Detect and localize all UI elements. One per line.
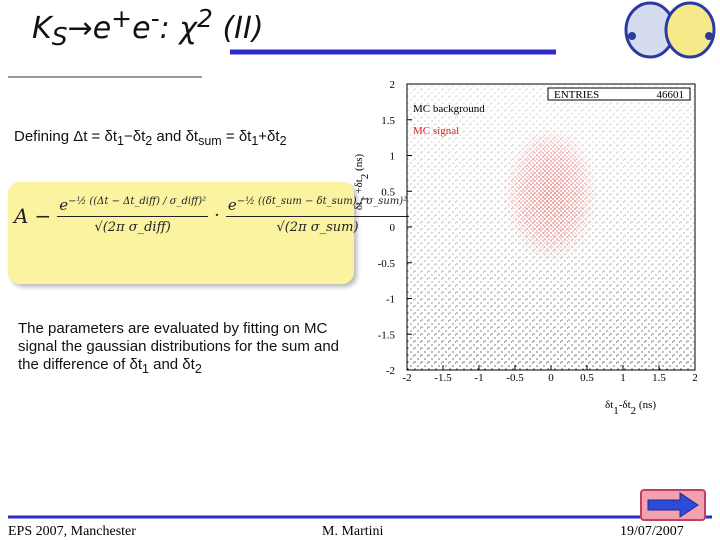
text-segment: (II): [212, 11, 264, 46]
text-segment: 2: [194, 362, 202, 376]
text-segment: sum: [198, 134, 222, 148]
text-segment: and δt: [148, 356, 195, 373]
text-segment: →e: [67, 11, 112, 46]
formula-denominator: √(2π σ_diff): [94, 220, 171, 235]
text-segment: = δt: [221, 128, 252, 145]
legend-entry: MC signal: [413, 125, 459, 137]
text-segment: and δt: [152, 128, 199, 145]
label-segment: δt: [353, 202, 365, 210]
definition: Defining Δt = δt1−δt2 and δtsum = δt1+δt…: [14, 128, 287, 148]
formula-exponent: −½ ((δt_sum − δt_sum) / σ_sum)²: [236, 196, 408, 207]
formula-denominator: √(2π σ_sum): [276, 220, 359, 235]
text-segment: -: [150, 4, 160, 33]
label-segment: 1: [359, 196, 371, 202]
scatter-chart: -2 -1.5 -1 -0.5 0 0.5 1 1.5 2 -2 -1.5 -1 -0.5 0 0.5 1 1.…: [353, 79, 698, 417]
text-segment: S: [51, 22, 68, 51]
y-tick-label: 1.5: [381, 115, 395, 127]
footer-right: 19/07/2007: [620, 524, 684, 539]
title: KS→e+e-: χ2 (II): [32, 4, 264, 51]
text-segment: The parameters are evaluated by fitting …: [18, 320, 340, 373]
label-segment: 1: [613, 405, 619, 417]
text-segment: 2: [145, 134, 153, 148]
logo: [624, 1, 716, 59]
text-segment: 1: [141, 362, 149, 376]
label-segment: (ns): [353, 154, 365, 174]
text-segment: : χ: [159, 11, 198, 46]
x-tick-label: -1: [474, 372, 483, 384]
x-tick-label: 1: [620, 372, 626, 384]
label-segment: +δt: [353, 179, 365, 196]
label-segment: -δt: [619, 399, 631, 411]
formula-base: e: [59, 196, 69, 214]
text-segment: e: [132, 11, 151, 46]
text-segment: 2: [197, 4, 213, 33]
label-segment: δt: [605, 399, 613, 411]
y-tick-label: 0.5: [381, 186, 395, 198]
text-segment: 1: [251, 134, 259, 148]
x-tick-label: 1.5: [652, 372, 666, 384]
formula: A − e−½ ((Δt − Δt_diff) / σ_diff)² √(2π σ…: [14, 196, 410, 235]
formula-operator: ·: [214, 205, 220, 226]
x-tick-label: -1.5: [434, 372, 452, 384]
formula-base: e: [227, 196, 237, 214]
text-segment: Defining Δt = δt: [14, 128, 118, 145]
x-tick-label: 0: [548, 372, 554, 384]
y-tick-label: -0.5: [378, 258, 396, 270]
stats-box: [547, 87, 691, 101]
y-tick-label: -1: [386, 294, 395, 306]
body-text: The parameters are evaluated by fitting …: [18, 320, 348, 378]
label-segment: 2: [359, 174, 371, 180]
x-tick-label: -0.5: [506, 372, 524, 384]
text-segment: 2: [279, 134, 287, 148]
y-tick-label: 2: [390, 79, 396, 91]
text-segment: +: [111, 4, 133, 33]
y-tick-label: -2: [386, 365, 395, 377]
text-segment: +δt: [258, 128, 280, 145]
formula-box: [8, 182, 354, 284]
formula-lhs: A: [14, 203, 29, 228]
x-tick-label: 2: [692, 372, 698, 384]
legend-entry: MC background: [413, 103, 485, 115]
y-tick-label: 1: [390, 151, 396, 163]
x-tick-label: 0.5: [580, 372, 594, 384]
y-tick-label: -1.5: [378, 329, 396, 341]
text-segment: K: [32, 11, 52, 46]
footer-center: M. Martini: [322, 524, 384, 539]
next-button[interactable]: [640, 489, 706, 521]
x-tick-label: -2: [402, 372, 411, 384]
y-tick-label: 0: [390, 222, 396, 234]
y-axis-label: δt1 +δt2 (ns): [353, 154, 371, 211]
label-segment: 2: [631, 405, 637, 417]
label-segment: (ns): [636, 399, 656, 411]
stats-label: ENTRIES: [554, 89, 599, 101]
signal-cloud: [503, 125, 599, 265]
formula-exponent: −½ ((Δt − Δt_diff) / σ_diff)²: [68, 196, 207, 207]
x-axis-label: δt1-δt2 (ns): [605, 399, 656, 417]
footer-left: EPS 2007, Manchester: [8, 524, 136, 539]
stats-value: 46601: [657, 89, 685, 101]
text-segment: 1: [117, 134, 124, 148]
text-segment: −δt: [123, 128, 146, 145]
